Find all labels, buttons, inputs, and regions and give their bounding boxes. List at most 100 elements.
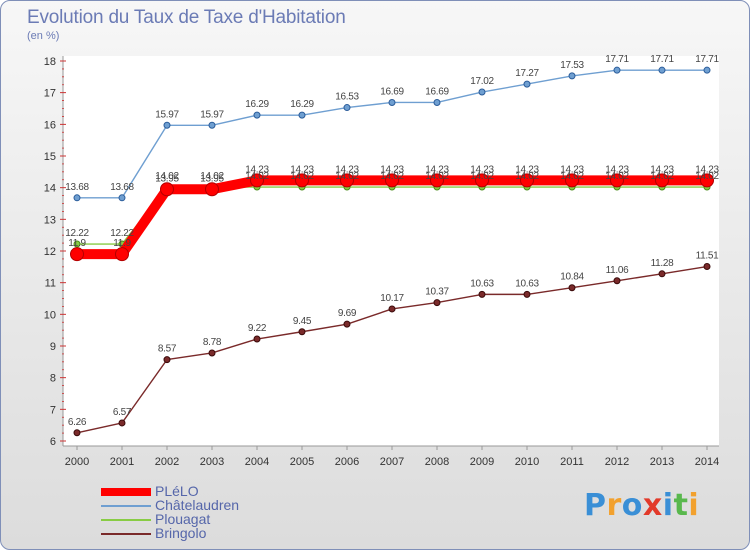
y-tick-label: 14 — [44, 183, 56, 195]
data-label: 14.23 — [425, 164, 449, 175]
data-label: 14.02 — [470, 171, 494, 182]
data-label: 13.95 — [200, 173, 224, 184]
data-label: 17.71 — [695, 54, 719, 65]
data-label: 12.22 — [110, 228, 134, 239]
chart-unit: (en %) — [27, 30, 60, 42]
legend-label: PLéLO — [155, 483, 199, 499]
data-point — [73, 194, 81, 202]
data-point — [478, 290, 486, 298]
x-tick-label: 2006 — [335, 456, 359, 468]
data-label: 14.02 — [650, 171, 674, 182]
data-point — [253, 335, 261, 343]
data-label: 11.28 — [651, 258, 675, 269]
y-tick-label: 17 — [44, 88, 56, 100]
data-point — [700, 173, 714, 188]
data-label: 14.23 — [560, 164, 584, 175]
data-point — [70, 247, 84, 262]
data-label: 6.57 — [113, 407, 132, 418]
legend-label: Châtelaudren — [155, 497, 240, 513]
legend-swatch — [101, 533, 151, 535]
y-tick-label: 7 — [50, 404, 56, 416]
x-tick-label: 2002 — [155, 456, 179, 468]
x-tick-label: 2005 — [290, 456, 314, 468]
legend-label: Plouagat — [155, 511, 211, 527]
x-tick-label: 2001 — [110, 456, 134, 468]
x-tick-label: 2000 — [65, 456, 89, 468]
y-tick-label: 13 — [44, 214, 56, 226]
data-point — [208, 121, 216, 129]
data-label: 16.69 — [425, 86, 449, 97]
x-tick-label: 2014 — [695, 456, 719, 468]
x-tick-label: 2007 — [380, 456, 404, 468]
data-point — [655, 173, 669, 188]
data-point — [658, 66, 666, 74]
data-label: 14.23 — [245, 164, 269, 175]
y-tick-label: 15 — [44, 151, 56, 163]
data-label: 14.02 — [605, 171, 629, 182]
data-point — [73, 240, 81, 248]
data-label: 14.02 — [380, 171, 404, 182]
y-tick-label: 8 — [50, 373, 56, 385]
data-point — [118, 419, 126, 427]
data-label: 12.22 — [65, 228, 89, 239]
data-label: 14.02 — [335, 171, 359, 182]
x-tick-label: 2012 — [605, 456, 629, 468]
data-point — [298, 328, 306, 336]
y-tick-label: 11 — [45, 278, 56, 290]
data-label: 17.71 — [605, 54, 629, 65]
x-tick-label: 2010 — [515, 456, 539, 468]
data-label: 6.26 — [68, 417, 87, 428]
data-label: 10.37 — [425, 287, 449, 298]
data-label: 16.29 — [245, 99, 269, 110]
data-label: 14.23 — [290, 164, 314, 175]
data-point — [658, 270, 666, 278]
data-label: 13.95 — [155, 173, 179, 184]
data-label: 17.71 — [650, 54, 674, 65]
x-tick-label: 2003 — [200, 456, 224, 468]
data-point — [298, 111, 306, 119]
x-tick-label: 2013 — [650, 456, 674, 468]
data-point — [613, 66, 621, 74]
data-label: 14.02 — [245, 171, 269, 182]
data-point — [610, 173, 624, 188]
data-label: 14.02 — [515, 171, 539, 182]
data-label: 14.02 — [695, 171, 719, 182]
data-label: 17.53 — [560, 60, 584, 71]
y-tick-label: 6 — [50, 436, 56, 448]
data-point — [250, 173, 264, 188]
data-point — [523, 80, 531, 88]
data-point — [388, 98, 396, 106]
data-point — [295, 173, 309, 188]
data-point — [388, 305, 396, 313]
x-tick-label: 2008 — [425, 456, 449, 468]
data-label: 14.23 — [650, 164, 674, 175]
y-tick-label: 16 — [44, 119, 56, 131]
data-label: 14.23 — [515, 164, 539, 175]
data-label: 16.69 — [380, 86, 404, 97]
data-point — [118, 194, 126, 202]
data-point — [385, 173, 399, 188]
data-point — [343, 104, 351, 112]
legend-swatch — [101, 519, 151, 521]
data-point — [433, 98, 441, 106]
data-label: 17.02 — [470, 76, 494, 87]
data-point — [568, 72, 576, 80]
data-label: 11.9 — [113, 238, 131, 249]
data-point — [253, 111, 261, 119]
data-label: 11.51 — [696, 251, 720, 262]
data-point — [703, 66, 711, 74]
data-point — [163, 356, 171, 364]
x-tick-label: 2004 — [245, 456, 269, 468]
data-label: 14.23 — [335, 164, 359, 175]
data-label: 15.97 — [200, 109, 224, 120]
data-label: 14.02 — [425, 171, 449, 182]
data-point — [520, 173, 534, 188]
data-point — [433, 299, 441, 307]
data-label: 16.53 — [335, 92, 359, 103]
legend-swatch — [101, 505, 151, 507]
data-label: 14.02 — [560, 171, 584, 182]
data-point — [703, 263, 711, 271]
data-label: 11.06 — [606, 265, 630, 276]
